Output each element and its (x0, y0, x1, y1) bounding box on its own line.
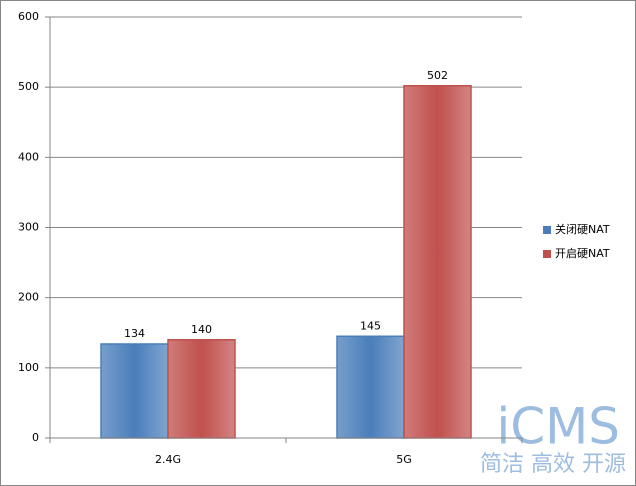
y-tick-label: 500 (18, 80, 39, 93)
watermark-subtitle: 简洁 高效 开源 (480, 452, 626, 477)
x-tick-label: 2.4G (155, 453, 181, 466)
legend-swatch (543, 226, 551, 234)
y-tick-label: 100 (18, 361, 39, 374)
bar (100, 343, 169, 439)
y-tick-label: 200 (18, 291, 39, 304)
y-tick-label: 600 (18, 10, 39, 23)
bar (403, 85, 472, 439)
data-label: 502 (427, 69, 448, 82)
legend-swatch (543, 250, 551, 258)
bar (167, 339, 236, 439)
data-label: 140 (191, 323, 212, 336)
legend-label: 开启硬NAT (555, 247, 610, 260)
legend-label: 关闭硬NAT (555, 222, 610, 236)
x-tick-label: 5G (396, 453, 412, 466)
data-label: 134 (124, 327, 145, 340)
y-tick-label: 400 (18, 150, 39, 163)
watermark: iCMS (496, 398, 620, 456)
y-tick-label: 0 (32, 431, 39, 444)
y-tick-label: 300 (18, 221, 39, 234)
bar (336, 335, 405, 439)
data-label: 145 (360, 319, 381, 332)
